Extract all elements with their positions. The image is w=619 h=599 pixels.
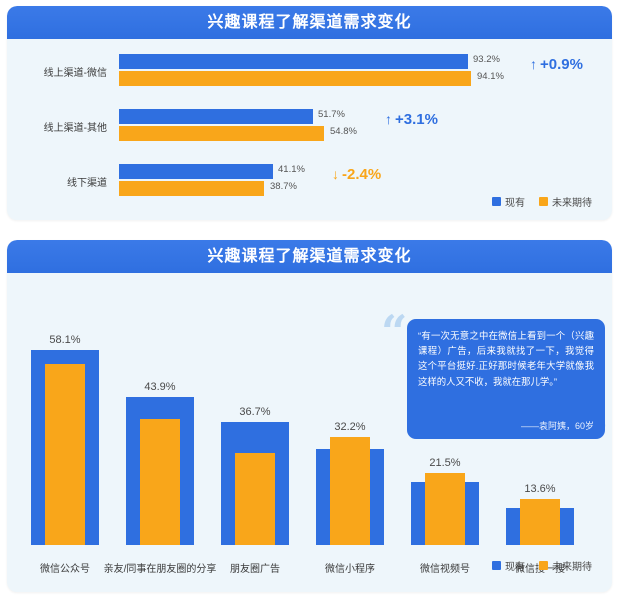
bar-future xyxy=(520,499,560,545)
bar-value-label: 36.7% xyxy=(239,406,271,418)
category-label: 亲友/同事在朋友圈的分享 xyxy=(103,564,217,575)
bar-group: 21.5% 微信视频号 xyxy=(403,315,487,575)
bar-value-future: 54.8% xyxy=(330,126,357,137)
quote-callout: “ ” “有一次无意之中在微信上看到一个（兴趣课程）广告，后来我就找了一下，我觉… xyxy=(381,309,609,465)
bar-value-current: 93.2% xyxy=(473,54,500,65)
bar-future xyxy=(119,71,471,86)
quote-box: “有一次无意之中在微信上看到一个（兴趣课程）广告，后来我就找了一下，我觉得这个平… xyxy=(407,319,605,439)
vertical-bar-chart: 58.1% 微信公众号 43.9% 亲友/同事在朋友圈的分享 36.7% 朋友圈… xyxy=(7,273,612,592)
bar-group: 线上渠道-微信 93.2% 94.1% ↑ +0.9% xyxy=(7,51,612,91)
delta-value: -2.4% xyxy=(342,166,382,183)
bar-future xyxy=(330,437,370,545)
horizontal-bar-chart: 线上渠道-微信 93.2% 94.1% ↑ +0.9% 线上渠道-其他 51.7%… xyxy=(7,39,612,220)
arrow-up-icon: ↑ xyxy=(530,56,537,72)
bar-group: 58.1% 微信公众号 xyxy=(23,315,107,575)
bar-value-current: 41.1% xyxy=(278,164,305,175)
bar-value-label: 21.5% xyxy=(429,457,461,469)
bar-value-label: 13.6% xyxy=(524,483,556,495)
category-label: 线上渠道-其他 xyxy=(43,122,107,134)
bar-current xyxy=(119,109,313,124)
quote-text: “有一次无意之中在微信上看到一个（兴趣课程）广告，后来我就找了一下，我觉得这个平… xyxy=(418,330,594,387)
bar-future xyxy=(140,419,180,545)
bar-value-current: 51.7% xyxy=(318,109,345,120)
bar-value-label: 58.1% xyxy=(49,334,81,346)
bar-current xyxy=(119,164,273,179)
arrow-up-icon: ↑ xyxy=(385,111,392,127)
chart-panel-top: 兴趣课程了解渠道需求变化 线上渠道-微信 93.2% 94.1% ↑ +0.9% … xyxy=(7,6,612,220)
category-label: 微信视频号 xyxy=(420,564,470,575)
bar-group: 36.7% 朋友圈广告 xyxy=(213,315,297,575)
legend-swatch-future xyxy=(539,561,548,570)
quote-open-icon: “ xyxy=(381,305,408,359)
chart-panel-bottom: 兴趣课程了解渠道需求变化 58.1% 微信公众号 43.9% 亲友/同事在朋友圈… xyxy=(7,240,612,592)
category-label: 微信公众号 xyxy=(40,564,90,575)
bar-future xyxy=(45,364,85,545)
category-label: 线下渠道 xyxy=(67,177,107,189)
legend-top: 现有 未来期待 xyxy=(492,194,592,209)
legend-label-current: 现有 xyxy=(505,562,525,573)
category-label: 朋友圈广告 xyxy=(230,564,280,575)
delta-value: +3.1% xyxy=(395,111,438,128)
quote-author: ——袁阿姨，60岁 xyxy=(520,421,594,431)
bar-value-label: 43.9% xyxy=(144,381,176,393)
legend-label-current: 现有 xyxy=(505,198,525,209)
bar-value-future: 38.7% xyxy=(270,181,297,192)
category-label: 线上渠道-微信 xyxy=(43,67,107,79)
legend-label-future: 未来期待 xyxy=(552,562,592,573)
bar-value-future: 94.1% xyxy=(477,71,504,82)
delta-value: +0.9% xyxy=(540,56,583,73)
legend-item-future: 未来期待 xyxy=(539,558,592,573)
bar-group: 43.9% 亲友/同事在朋友圈的分享 xyxy=(104,315,217,575)
legend-item-current: 现有 xyxy=(492,558,525,573)
bar-current xyxy=(119,54,468,69)
bar-future xyxy=(235,453,275,545)
panel-top-title: 兴趣课程了解渠道需求变化 xyxy=(207,14,412,31)
delta-indicator: ↓ -2.4% xyxy=(332,166,381,183)
legend-bottom: 现有 未来期待 xyxy=(492,558,592,573)
legend-swatch-current xyxy=(492,197,501,206)
bar-group: 线下渠道 41.1% 38.7% ↓ -2.4% xyxy=(7,161,612,201)
bar-group: 线上渠道-其他 51.7% 54.8% ↑ +3.1% xyxy=(7,106,612,146)
legend-item-future: 未来期待 xyxy=(539,194,592,209)
bar-value-label: 32.2% xyxy=(334,421,366,433)
bar-future xyxy=(425,473,465,545)
legend-swatch-future xyxy=(539,197,548,206)
panel-top-header: 兴趣课程了解渠道需求变化 xyxy=(7,6,612,39)
panel-bottom-header: 兴趣课程了解渠道需求变化 xyxy=(7,240,612,273)
legend-item-current: 现有 xyxy=(492,194,525,209)
bar-group: 32.2% 微信小程序 xyxy=(308,315,392,575)
arrow-down-icon: ↓ xyxy=(332,166,339,182)
delta-indicator: ↑ +0.9% xyxy=(530,56,583,73)
legend-label-future: 未来期待 xyxy=(552,198,592,209)
delta-indicator: ↑ +3.1% xyxy=(385,111,438,128)
category-label: 微信小程序 xyxy=(325,564,375,575)
bar-future xyxy=(119,181,264,196)
legend-swatch-current xyxy=(492,561,501,570)
bar-future xyxy=(119,126,324,141)
panel-bottom-title: 兴趣课程了解渠道需求变化 xyxy=(207,248,412,265)
